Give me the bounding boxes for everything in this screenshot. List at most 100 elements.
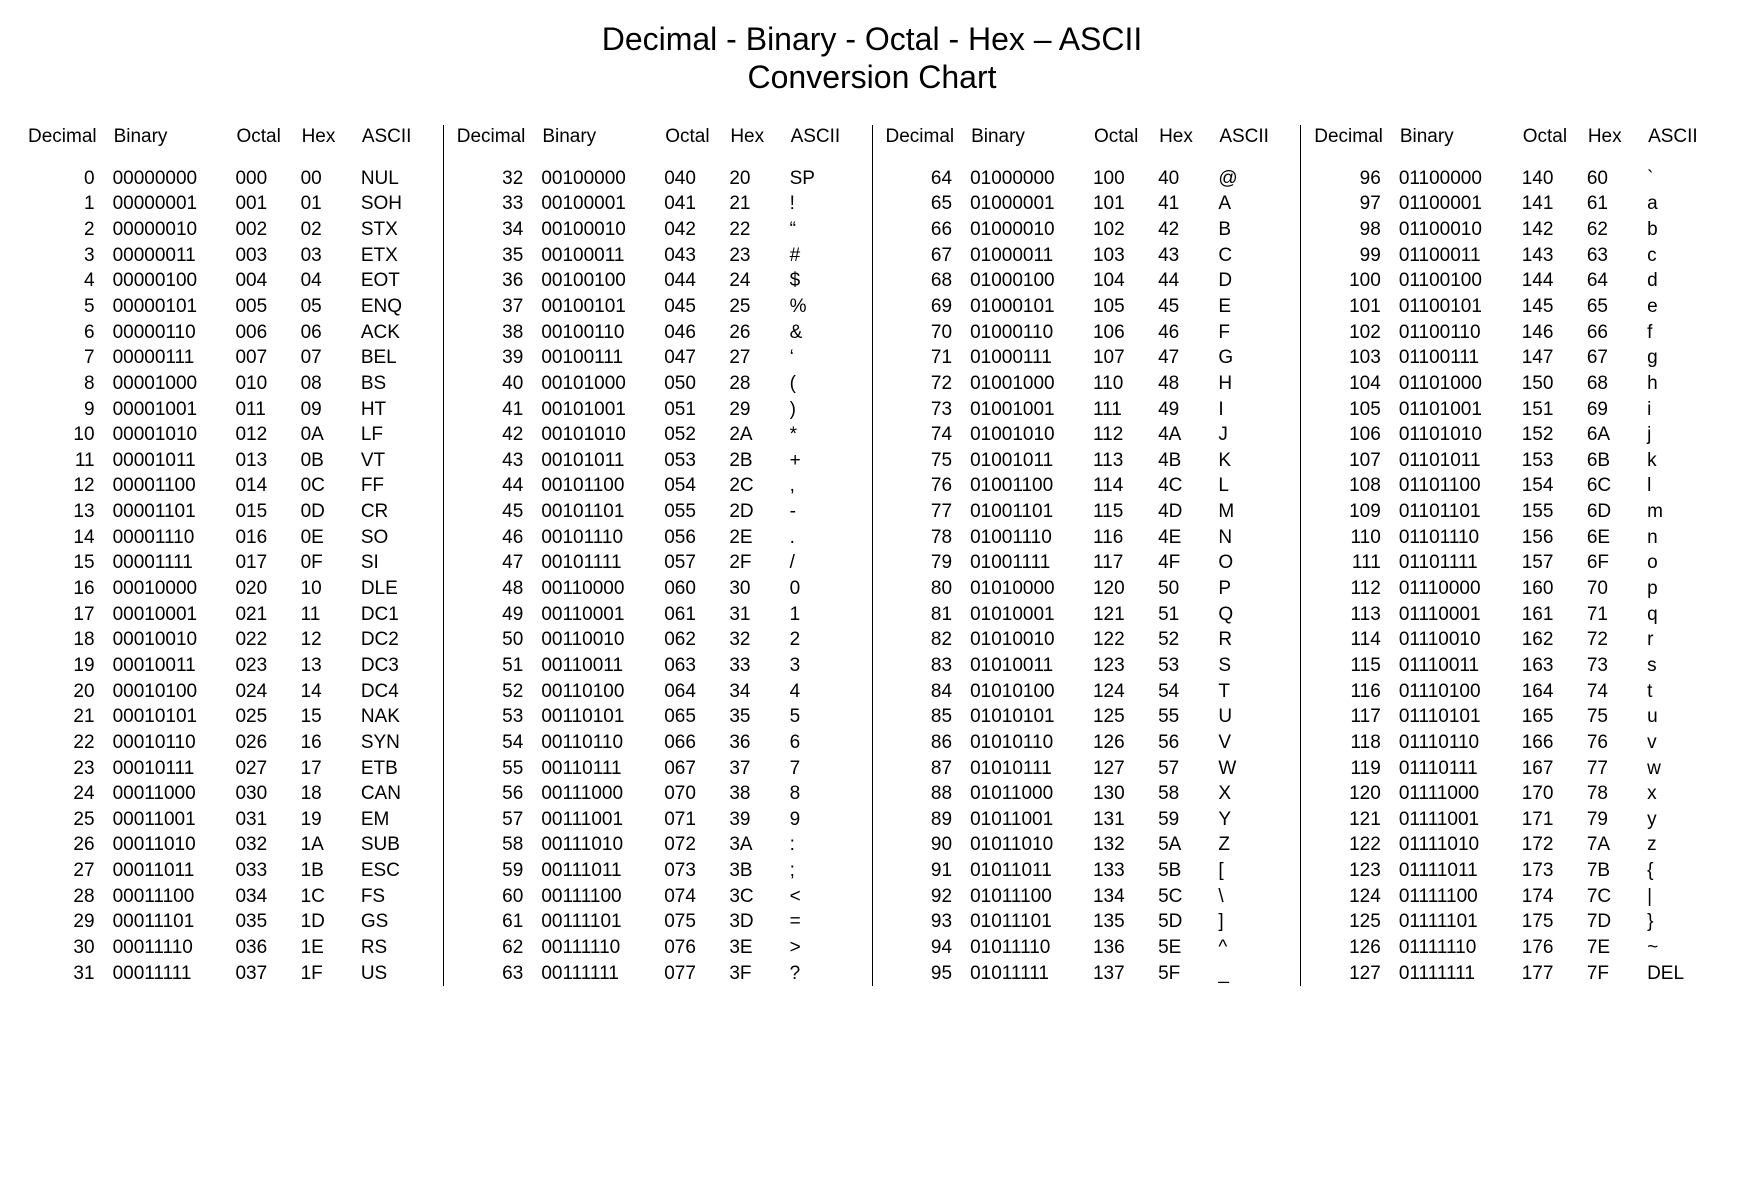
ascii-table: DecimalBinaryOctalHexASCII96011000001406… xyxy=(1313,125,1717,987)
cell: 055 xyxy=(664,499,729,525)
cell: 62 xyxy=(1587,217,1647,243)
cell: 2B xyxy=(729,448,789,474)
cell: 45 xyxy=(1158,294,1218,320)
cell: 7C xyxy=(1587,884,1647,910)
cell: GS xyxy=(361,909,431,935)
cell: D xyxy=(1218,268,1288,294)
cell: 15 xyxy=(301,704,361,730)
cell: 01001100 xyxy=(970,473,1093,499)
cell: 111 xyxy=(1313,550,1399,576)
ascii-table: DecimalBinaryOctalHexASCII32001000000402… xyxy=(456,125,860,987)
cell: 2 xyxy=(27,217,113,243)
cell: 122 xyxy=(1313,832,1399,858)
cell: 0B xyxy=(301,448,361,474)
cell: 24 xyxy=(27,781,113,807)
cell: DC4 xyxy=(361,679,431,705)
cell: 01010101 xyxy=(970,704,1093,730)
cell: 165 xyxy=(1522,704,1587,730)
cell: 004 xyxy=(235,268,300,294)
cell: 64 xyxy=(885,166,971,192)
cell: 66 xyxy=(1587,320,1647,346)
cell: 72 xyxy=(1587,627,1647,653)
cell: 58 xyxy=(456,832,542,858)
cell: 167 xyxy=(1522,756,1587,782)
table-row: 95010111111375F_ xyxy=(885,961,1289,987)
cell: W xyxy=(1218,756,1288,782)
cell: 6E xyxy=(1587,525,1647,551)
table-row: 50000010100505ENQ xyxy=(27,294,431,320)
cell: 6A xyxy=(1587,422,1647,448)
cell: 044 xyxy=(664,268,729,294)
cell: g xyxy=(1647,345,1717,371)
cell: 7D xyxy=(1587,909,1647,935)
cell: 64 xyxy=(1587,268,1647,294)
cell: 16 xyxy=(27,576,113,602)
cell: HT xyxy=(361,397,431,423)
column-group: DecimalBinaryOctalHexASCII00000000000000… xyxy=(15,125,443,987)
table-row: 850101010112555U xyxy=(885,704,1289,730)
cell: 57 xyxy=(1158,756,1218,782)
cell: X xyxy=(1218,781,1288,807)
cell: 132 xyxy=(1093,832,1158,858)
cell: 100 xyxy=(1093,166,1158,192)
table-row: 1010110010114565e xyxy=(1313,294,1717,320)
cell: 18 xyxy=(301,781,361,807)
cell: 00101100 xyxy=(541,473,664,499)
cell: 7A xyxy=(1587,832,1647,858)
table-row: 710100011110747G xyxy=(885,345,1289,371)
cell: 5F xyxy=(1158,961,1218,987)
table-row: 31000111110371FUS xyxy=(27,961,431,987)
cell: 3 xyxy=(27,243,113,269)
cell: 126 xyxy=(1313,935,1399,961)
cell: SP xyxy=(790,166,860,192)
table-row: 330010000104121! xyxy=(456,191,860,217)
cell: 00110000 xyxy=(541,576,664,602)
cell: 01111101 xyxy=(1399,909,1522,935)
table-row: 15000011110170FSI xyxy=(27,550,431,576)
cell: 104 xyxy=(1313,371,1399,397)
cell: v xyxy=(1647,730,1717,756)
table-row: 90000100101109HT xyxy=(27,397,431,423)
column-header: Decimal xyxy=(27,125,113,166)
cell: 107 xyxy=(1093,345,1158,371)
cell: ) xyxy=(790,397,860,423)
cell: 11 xyxy=(301,602,361,628)
cell: 00111110 xyxy=(541,935,664,961)
cell: RS xyxy=(361,935,431,961)
cell: 134 xyxy=(1093,884,1158,910)
column-header: ASCII xyxy=(361,125,431,166)
table-row: 5400110110066366 xyxy=(456,730,860,756)
cell: 005 xyxy=(235,294,300,320)
table-row: 11000010110130BVT xyxy=(27,448,431,474)
cell: 53 xyxy=(456,704,542,730)
cell: 115 xyxy=(1313,653,1399,679)
cell: 00100110 xyxy=(541,320,664,346)
cell: 00101110 xyxy=(541,525,664,551)
cell: 0 xyxy=(27,166,113,192)
cell: 50 xyxy=(456,627,542,653)
cell: 28 xyxy=(27,884,113,910)
cell: 104 xyxy=(1093,268,1158,294)
cell: 79 xyxy=(1587,807,1647,833)
cell: 17 xyxy=(301,756,361,782)
table-row: 170001000102111DC1 xyxy=(27,602,431,628)
cell: 135 xyxy=(1093,909,1158,935)
cell: 80 xyxy=(885,576,971,602)
cell: 1C xyxy=(301,884,361,910)
cell: 0F xyxy=(301,550,361,576)
cell: 060 xyxy=(664,576,729,602)
table-row: 126011111101767E~ xyxy=(1313,935,1717,961)
column-header: Decimal xyxy=(1313,125,1399,166)
table-row: 5500110111067377 xyxy=(456,756,860,782)
cell: 01110111 xyxy=(1399,756,1522,782)
cell: 036 xyxy=(235,935,300,961)
cell: 00000011 xyxy=(113,243,236,269)
cell: _ xyxy=(1218,961,1288,987)
cell: LF xyxy=(361,422,431,448)
cell: I xyxy=(1218,397,1288,423)
table-row: 1000110010014464d xyxy=(1313,268,1717,294)
cell: 88 xyxy=(885,781,971,807)
cell: 42 xyxy=(1158,217,1218,243)
cell: 12 xyxy=(27,473,113,499)
cell: 00010101 xyxy=(113,704,236,730)
